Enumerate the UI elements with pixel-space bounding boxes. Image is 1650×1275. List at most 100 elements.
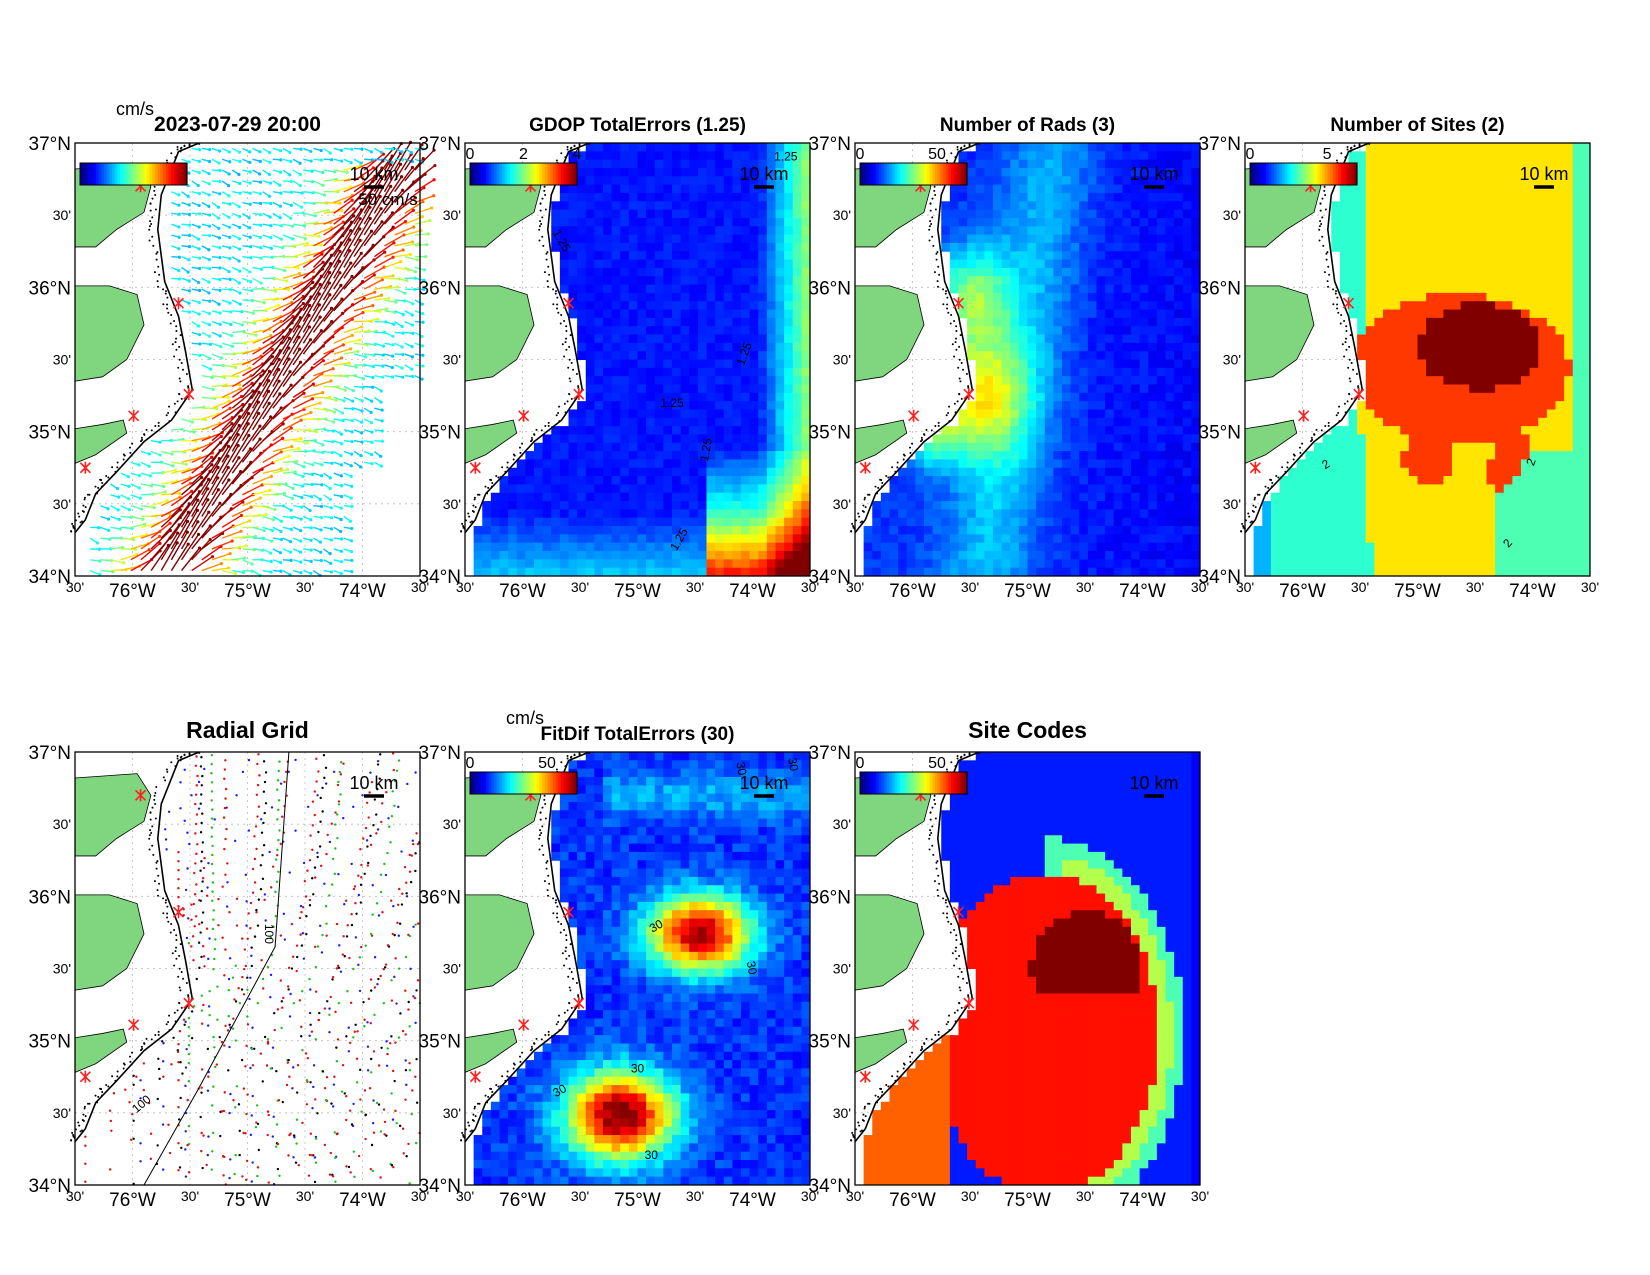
data-cell [680,567,690,577]
data-cell [663,309,673,319]
data-cell [784,567,794,577]
current-vector [313,180,324,186]
data-cell [958,226,968,236]
data-cell [975,226,985,236]
data-cell [741,442,751,452]
data-cell [1062,534,1072,544]
data-cell [559,276,569,286]
data-cell [525,501,535,510]
current-vector-head [196,280,201,285]
data-cell [697,301,707,311]
data-cell [1044,234,1054,244]
current-vector-head [147,548,151,552]
current-vector-head [368,216,372,221]
data-cell [637,509,647,519]
data-cell [672,226,682,236]
data-cell [620,542,630,552]
data-cell [620,551,630,560]
data-cell [568,309,578,319]
current-vector-head [349,496,353,500]
coast-dot [560,152,563,155]
data-cell [672,151,682,161]
current-vector [262,393,281,420]
data-cell [1036,317,1046,327]
current-vector-head [207,182,211,186]
current-vector-head [345,170,349,174]
data-cell [758,242,768,252]
current-vector-head [266,389,271,393]
data-cell [1096,517,1106,527]
current-vector-head [329,306,334,310]
data-cell [741,276,751,286]
current-vector-head [293,470,297,474]
data-cell [559,509,569,519]
data-cell [1062,334,1072,344]
current-vector [130,534,147,539]
data-cell [784,359,794,369]
current-vector [201,375,213,379]
current-vector-head [269,334,273,338]
current-vector [221,416,241,442]
data-cell [628,159,638,169]
data-cell [1087,217,1097,227]
data-cell [775,201,785,211]
current-vector [343,312,364,323]
data-cell [559,542,569,552]
data-cell [984,492,994,502]
current-vector-head [302,407,306,411]
data-cell [706,417,716,427]
data-cell [1070,559,1080,569]
data-cell [715,542,725,552]
data-cell [482,509,492,519]
data-cell [732,501,742,510]
data-cell [516,559,526,569]
data-cell [1044,401,1054,410]
data-cell [1010,492,1020,502]
current-vector-head [258,159,262,163]
data-cell [594,351,604,360]
data-cell [758,276,768,286]
data-cell [551,509,561,519]
current-vector-head [283,268,287,273]
data-cell [594,442,604,452]
current-vector-head [226,444,231,448]
data-cell [603,317,613,327]
data-cell [758,392,768,402]
data-cell [654,226,664,236]
data-cell [689,417,699,427]
data-cell [568,184,578,194]
current-vector-head [230,344,235,348]
data-cell [603,151,613,161]
data-cell [1044,301,1054,311]
data-cell [577,326,587,336]
current-vector [140,542,161,561]
current-vector-head [269,236,273,240]
data-cell [1070,484,1080,494]
data-cell [1087,143,1097,152]
data-cell [594,267,604,277]
data-cell [620,351,630,360]
data-cell [672,267,682,277]
current-vector [323,227,344,247]
data-cell [620,334,630,344]
data-cell [706,201,716,211]
data-cell [628,367,638,377]
coast-dot [165,159,168,162]
data-cell [585,451,595,460]
data-cell [993,167,1003,177]
data-cell [646,392,656,402]
data-cell [1010,459,1020,469]
current-vector-head [349,484,354,488]
current-vector [292,296,312,323]
data-cell [758,409,768,419]
current-vector [343,385,354,392]
current-vector-head [237,423,241,428]
data-cell [585,259,595,269]
data-cell [594,184,604,194]
current-vector-head [207,312,212,316]
data-cell [534,467,544,477]
coast-dot [544,208,547,211]
data-cell [654,351,664,360]
data-cell [784,484,794,494]
data-cell [1001,342,1011,352]
